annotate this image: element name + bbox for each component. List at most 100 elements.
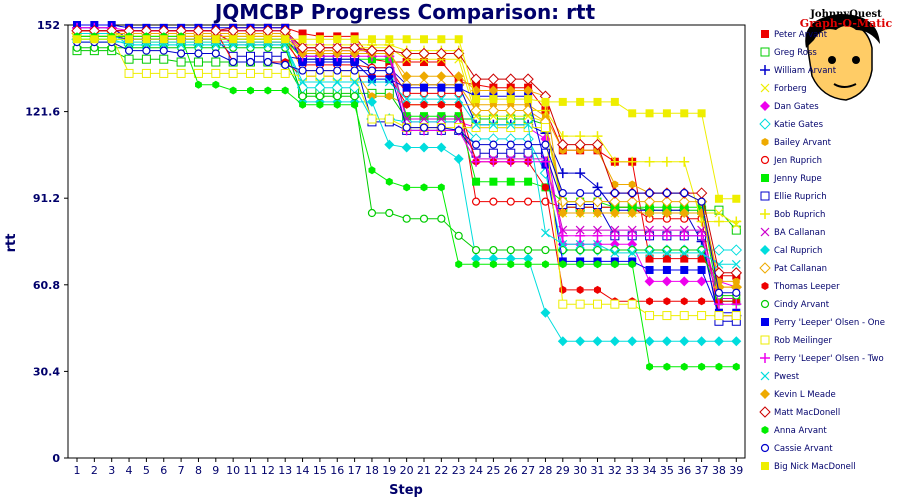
data-point [331, 42, 343, 54]
x-tick-label: 37 [695, 464, 709, 477]
data-point [541, 140, 550, 149]
data-point [366, 44, 378, 57]
legend-marker [759, 118, 771, 130]
data-point [591, 195, 604, 208]
data-point [662, 254, 671, 263]
data-point [661, 195, 673, 208]
legend-item: Katie Gates [759, 118, 824, 130]
legend-marker [761, 282, 769, 290]
y-tick-label: 0 [52, 452, 60, 465]
data-point [506, 197, 515, 206]
legend-label: Cindy Arvant [774, 300, 830, 310]
data-point [662, 248, 672, 258]
x-tick-label: 8 [195, 464, 202, 477]
legend-marker [760, 83, 770, 93]
data-point [713, 267, 725, 279]
data-point [420, 100, 428, 109]
data-point [645, 311, 655, 321]
data-point [611, 260, 619, 269]
data-point [472, 260, 480, 269]
x-tick-label: 5 [143, 464, 150, 477]
data-point [713, 299, 724, 310]
data-point [211, 49, 220, 58]
data-point [281, 86, 289, 95]
data-point [663, 297, 671, 306]
x-tick-label: 35 [660, 464, 674, 477]
data-point [437, 100, 445, 109]
legend-label: Matt MacDonell [774, 408, 840, 418]
x-tick-label: 11 [244, 464, 258, 477]
x-tick-label: 14 [296, 464, 310, 477]
data-point [662, 225, 672, 235]
data-point [557, 168, 568, 179]
chart-title: JQMCBP Progress Comparison: rtt [213, 0, 596, 24]
x-tick-label: 17 [348, 464, 362, 477]
x-tick-label: 13 [278, 464, 292, 477]
data-point [714, 208, 724, 218]
legend-label: Jen Ruprich [773, 156, 822, 166]
data-point [350, 92, 359, 101]
data-point [731, 216, 742, 227]
legend-marker [760, 245, 770, 255]
x-axis: 1 2 3 4 5 6 7 8 9 10 11 12 13 14 15 16 17 18 19 20 21 22 23 24 2… [74, 458, 743, 477]
data-point [609, 230, 620, 241]
data-point [315, 92, 324, 101]
legend-item: Rob Meilinger [760, 335, 832, 346]
data-point [574, 138, 586, 151]
data-point [177, 49, 186, 58]
data-point [435, 47, 448, 60]
x-tick-label: 10 [226, 464, 240, 477]
data-point [697, 254, 706, 263]
x-tick-label: 19 [382, 464, 396, 477]
data-point [471, 120, 481, 130]
x-tick-label: 22 [434, 464, 448, 477]
data-point [540, 307, 551, 318]
x-tick-label: 24 [469, 464, 483, 477]
x-tick-label: 7 [178, 464, 185, 477]
data-point [246, 68, 255, 78]
legend-item: Dan Gates [760, 101, 819, 112]
data-point [714, 194, 723, 203]
data-point [281, 60, 290, 69]
data-point [541, 228, 550, 238]
data-point [298, 92, 307, 101]
legend-item: Perry 'Leeper' Olsen - Two [760, 353, 884, 364]
data-point [646, 297, 653, 306]
data-point [628, 180, 636, 189]
badge-line2: Graph-O-Matic [800, 17, 893, 30]
legend-item: BA Callanan [760, 227, 825, 238]
legend-item: Cassie Arvant [760, 443, 833, 454]
data-point [488, 123, 498, 133]
x-tick-label: 26 [504, 464, 518, 477]
data-point [731, 336, 742, 347]
data-point [610, 188, 619, 198]
data-point [506, 140, 515, 149]
legend-label: Forberg [774, 84, 807, 94]
data-point [697, 109, 706, 118]
data-point [351, 100, 359, 109]
data-point [611, 180, 619, 189]
data-point [662, 188, 672, 198]
data-point [471, 85, 482, 96]
legend-item: Pwest [760, 371, 800, 382]
data-point [680, 297, 688, 306]
data-point [263, 57, 272, 67]
data-point [195, 80, 202, 89]
data-point [333, 66, 342, 75]
data-point [298, 58, 307, 67]
data-point [454, 83, 463, 92]
data-point [229, 35, 238, 44]
data-point [402, 112, 411, 121]
data-point [522, 73, 534, 85]
data-point [247, 86, 254, 95]
data-point [558, 225, 568, 235]
data-point [453, 71, 464, 82]
legend-item: Bob Ruprich [760, 209, 825, 220]
legend-label: Cassie Arvant [774, 444, 833, 454]
data-point [454, 126, 463, 135]
legend-label: Cal Ruprich [774, 246, 822, 256]
data-point [333, 35, 342, 44]
data-point [402, 123, 411, 132]
data-point [698, 297, 706, 306]
data-point [523, 197, 533, 206]
